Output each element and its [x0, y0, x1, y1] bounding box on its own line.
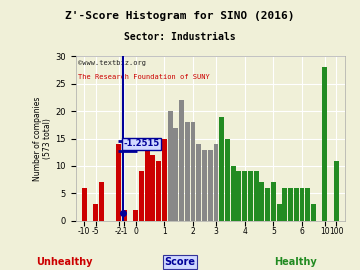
Bar: [260, 183, 264, 221]
Bar: [242, 171, 247, 221]
Bar: [219, 117, 224, 221]
Bar: [196, 144, 201, 221]
Bar: [276, 204, 282, 221]
Bar: [323, 67, 327, 221]
Bar: [248, 171, 253, 221]
Bar: [288, 188, 293, 221]
Bar: [237, 171, 241, 221]
Bar: [231, 166, 236, 221]
Bar: [254, 171, 258, 221]
Bar: [294, 188, 299, 221]
Bar: [311, 204, 316, 221]
Bar: [213, 144, 219, 221]
Text: -1.2515: -1.2515: [123, 139, 159, 148]
Bar: [122, 210, 127, 221]
Bar: [82, 188, 86, 221]
Bar: [179, 100, 184, 221]
Bar: [225, 139, 230, 221]
Bar: [271, 183, 276, 221]
Bar: [174, 128, 178, 221]
Bar: [191, 122, 195, 221]
Bar: [202, 150, 207, 221]
Bar: [162, 139, 167, 221]
Bar: [305, 188, 310, 221]
Bar: [150, 155, 156, 221]
Bar: [208, 150, 213, 221]
Bar: [116, 144, 121, 221]
Text: Unhealthy: Unhealthy: [37, 257, 93, 267]
Bar: [168, 111, 172, 221]
Bar: [93, 204, 98, 221]
Text: Sector: Industrials: Sector: Industrials: [124, 32, 236, 42]
Text: Z'-Score Histogram for SINO (2016): Z'-Score Histogram for SINO (2016): [65, 11, 295, 21]
Bar: [139, 171, 144, 221]
Text: ©www.textbiz.org: ©www.textbiz.org: [78, 60, 146, 66]
Bar: [145, 150, 150, 221]
Bar: [185, 122, 190, 221]
Text: Healthy: Healthy: [274, 257, 316, 267]
Bar: [99, 183, 104, 221]
Bar: [282, 188, 287, 221]
Bar: [300, 188, 305, 221]
Bar: [334, 160, 339, 221]
Bar: [156, 160, 161, 221]
Text: The Research Foundation of SUNY: The Research Foundation of SUNY: [78, 75, 210, 80]
Y-axis label: Number of companies
(573 total): Number of companies (573 total): [33, 96, 53, 181]
Bar: [133, 210, 138, 221]
Text: Score: Score: [165, 257, 195, 267]
Bar: [265, 188, 270, 221]
